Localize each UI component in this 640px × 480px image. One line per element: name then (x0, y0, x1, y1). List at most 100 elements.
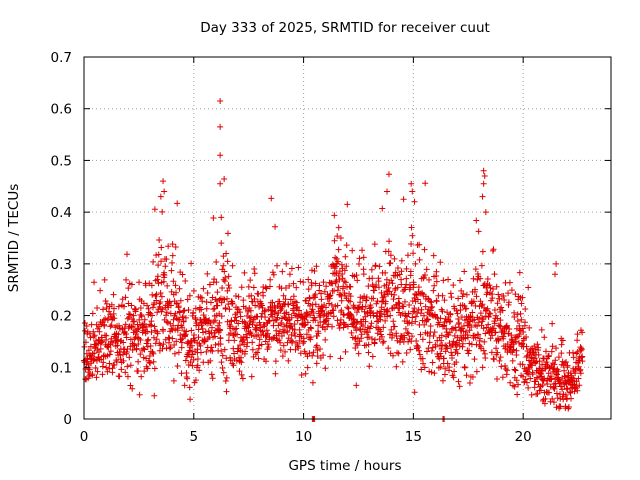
data-point (226, 306, 233, 313)
data-point (424, 316, 431, 323)
data-point (273, 335, 280, 342)
data-point (499, 307, 506, 314)
data-point (453, 346, 460, 353)
data-point (190, 287, 197, 294)
data-point (385, 171, 392, 178)
data-point (385, 248, 392, 255)
data-point (367, 309, 374, 316)
data-point (183, 328, 190, 335)
data-point (158, 293, 165, 300)
data-point (514, 391, 521, 398)
data-point (147, 360, 154, 367)
data-point (272, 370, 279, 377)
data-point (384, 313, 391, 320)
data-point (446, 329, 453, 336)
data-point (186, 384, 193, 391)
data-point (354, 277, 361, 284)
data-point (507, 379, 514, 386)
data-point (561, 367, 568, 374)
data-point (130, 312, 137, 319)
data-point (302, 370, 309, 377)
data-point (491, 306, 498, 313)
data-point (207, 320, 214, 327)
data-point (321, 288, 328, 295)
data-point (464, 334, 471, 341)
data-point (108, 322, 115, 329)
data-point (214, 302, 221, 309)
data-point (416, 256, 423, 263)
data-point (188, 342, 195, 349)
data-point (174, 200, 181, 207)
data-point (378, 298, 385, 305)
data-point (420, 360, 427, 367)
data-point (258, 341, 265, 348)
data-point (155, 280, 162, 287)
data-point (439, 323, 446, 330)
data-point (170, 278, 177, 285)
data-point (318, 296, 325, 303)
data-point (506, 279, 513, 286)
data-point (394, 264, 401, 271)
data-point (538, 326, 545, 333)
data-point (188, 260, 195, 267)
data-point (549, 395, 556, 402)
data-point (557, 403, 564, 410)
data-point (291, 321, 298, 328)
data-point (402, 284, 409, 291)
data-point (421, 321, 428, 328)
data-point (555, 368, 562, 375)
data-point (570, 349, 577, 356)
data-point (368, 266, 375, 273)
data-point (372, 262, 379, 269)
data-point (495, 337, 502, 344)
data-point (489, 247, 496, 254)
data-point (185, 307, 192, 314)
data-point (338, 261, 345, 268)
data-point (488, 297, 495, 304)
data-point (549, 320, 556, 327)
data-point (212, 317, 219, 324)
data-point (428, 369, 435, 376)
data-point (116, 322, 123, 329)
data-point (496, 357, 503, 364)
data-point (454, 310, 461, 317)
data-point (231, 350, 238, 357)
data-point (541, 334, 548, 341)
data-point (187, 396, 194, 403)
data-point (519, 294, 526, 301)
data-point (389, 332, 396, 339)
data-point (137, 351, 144, 358)
data-point (358, 331, 365, 338)
data-point (87, 334, 94, 341)
data-point (480, 316, 487, 323)
data-point (521, 378, 528, 385)
data-point (91, 350, 98, 357)
data-point (239, 375, 246, 382)
data-point (202, 328, 209, 335)
data-point (457, 277, 464, 284)
data-point (450, 374, 457, 381)
data-point (562, 391, 569, 398)
data-point (164, 282, 171, 289)
data-point (200, 311, 207, 318)
data-point-highlight (218, 214, 225, 221)
data-point (534, 341, 541, 348)
data-point (337, 291, 344, 298)
data-point (420, 312, 427, 319)
data-point-highlight (479, 193, 486, 200)
data-point (439, 341, 446, 348)
data-point (353, 320, 360, 327)
data-point (421, 246, 428, 253)
data-point (172, 243, 179, 250)
data-point (392, 269, 399, 276)
data-point (163, 256, 170, 263)
data-point (323, 283, 330, 290)
data-point (416, 241, 423, 248)
data-point (437, 259, 444, 266)
data-point (93, 374, 100, 381)
data-point (473, 217, 480, 224)
data-point (192, 316, 199, 323)
data-point (402, 325, 409, 332)
data-point (563, 359, 570, 366)
x-axis-label: GPS time / hours (288, 458, 401, 474)
